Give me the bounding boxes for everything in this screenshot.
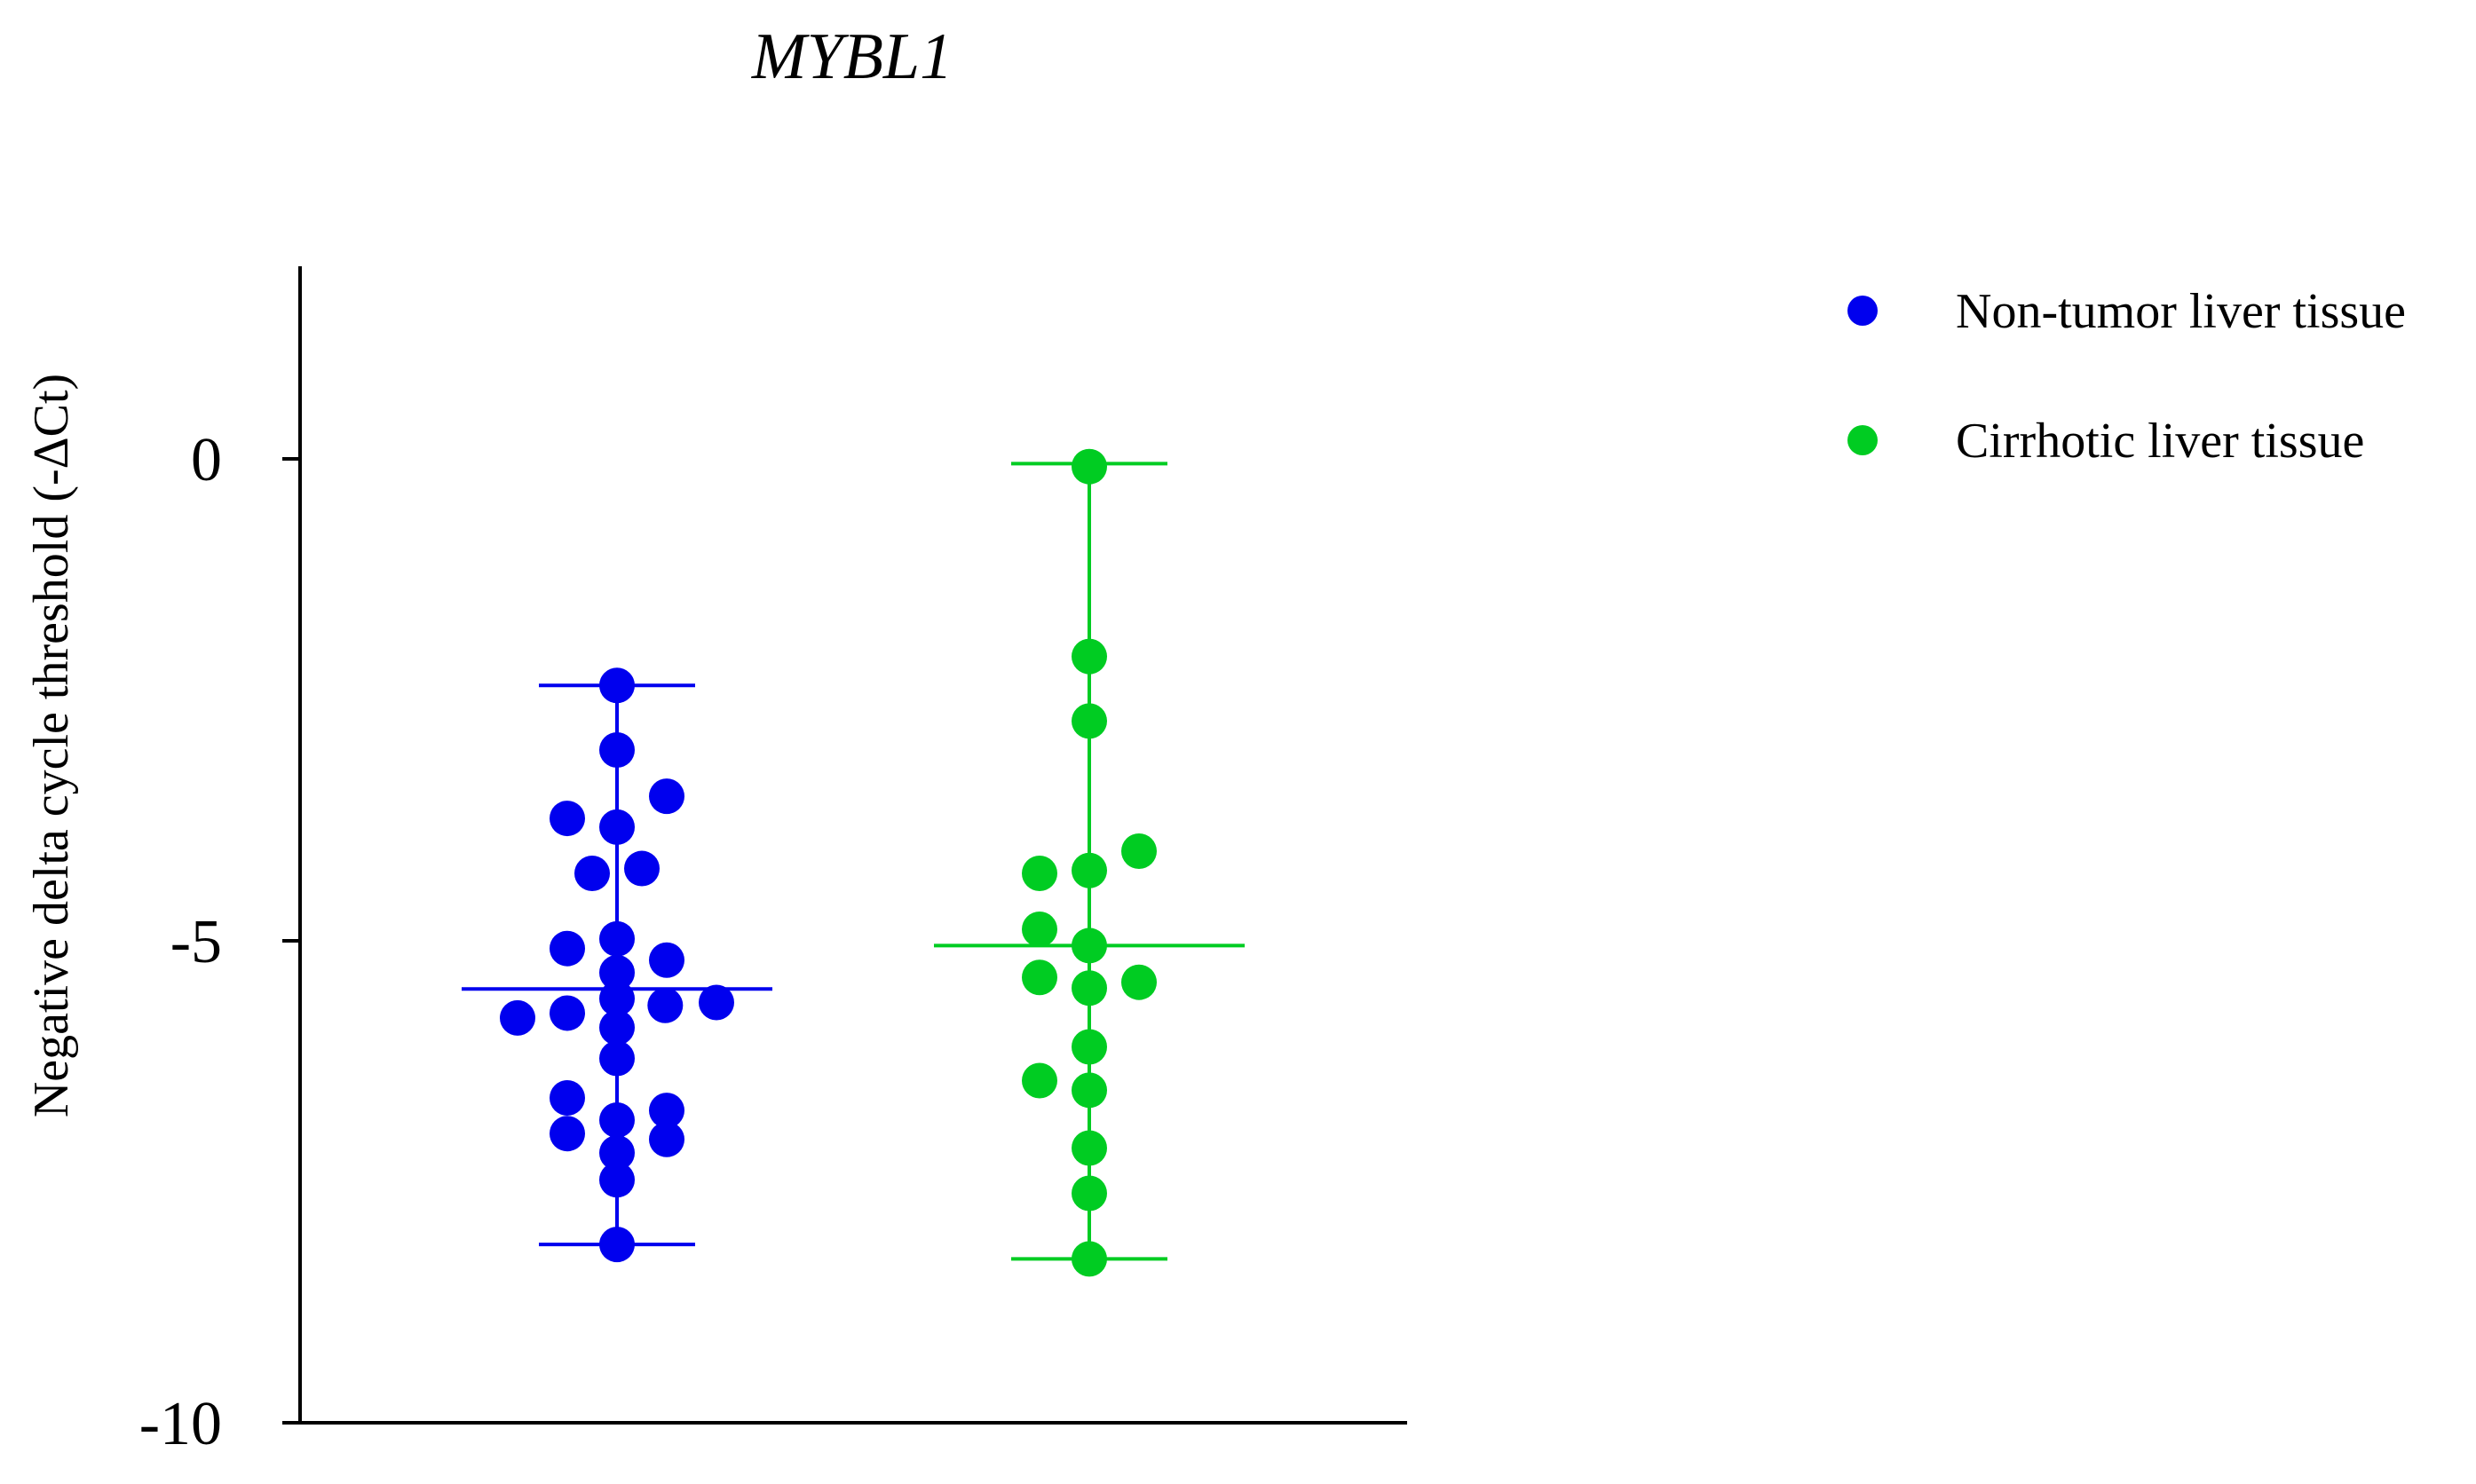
- data-point: [649, 1093, 684, 1129]
- data-point: [649, 1121, 684, 1157]
- data-point: [1072, 852, 1107, 888]
- y-tick-label: -5: [170, 908, 222, 976]
- data-point: [649, 778, 684, 815]
- data-point: [624, 850, 660, 887]
- data-point: [599, 1101, 635, 1138]
- data-point: [599, 731, 635, 768]
- data-point: [1121, 833, 1157, 870]
- data-point: [599, 1134, 635, 1171]
- y-axis-label: Negative delta cycle threshold (-ΔCt): [24, 374, 79, 1117]
- series-0: [462, 667, 772, 1263]
- data-point: [1072, 928, 1107, 964]
- data-point: [599, 1009, 635, 1046]
- legend: Non-tumor liver tissue Cirrhotic liver ti…: [1847, 284, 2406, 469]
- data-point: [1072, 1072, 1107, 1109]
- data-point: [550, 1116, 585, 1152]
- data-point: [1072, 1175, 1107, 1212]
- data-point: [1022, 1062, 1057, 1099]
- data-point: [1072, 448, 1107, 485]
- data-point: [647, 987, 684, 1023]
- data-point: [1072, 1241, 1107, 1277]
- legend-label: Non-tumor liver tissue: [1956, 284, 2406, 339]
- data-point: [550, 995, 585, 1031]
- data-point: [1072, 970, 1107, 1006]
- data-point: [1022, 911, 1057, 947]
- legend-marker: [1847, 296, 1878, 326]
- data-point: [550, 801, 585, 837]
- data-point: [1022, 855, 1057, 891]
- data-point: [599, 954, 635, 991]
- legend-label: Cirrhotic liver tissue: [1956, 414, 2364, 469]
- chart-title: MYBL1: [751, 20, 953, 93]
- data-point: [550, 1080, 585, 1117]
- data-point: [574, 855, 610, 891]
- data-point: [599, 920, 635, 957]
- data-point: [599, 1227, 635, 1263]
- data-point: [500, 999, 535, 1036]
- data-point: [599, 667, 635, 704]
- data-point: [699, 984, 734, 1021]
- data-point: [599, 1040, 635, 1077]
- data-point: [599, 809, 635, 845]
- series-1: [934, 448, 1245, 1277]
- y-ticks: 0 -5 -10: [139, 426, 300, 1458]
- data-point: [599, 981, 635, 1017]
- data-point: [1072, 638, 1107, 675]
- data-point: [1072, 1130, 1107, 1166]
- plot-area: [462, 448, 1245, 1277]
- data-point: [1022, 959, 1057, 996]
- y-tick-label: -10: [139, 1390, 222, 1458]
- data-point: [550, 930, 585, 967]
- data-point: [599, 1162, 635, 1198]
- data-point: [1121, 964, 1157, 1000]
- data-point: [649, 942, 684, 978]
- legend-marker: [1847, 425, 1878, 455]
- data-point: [1072, 1029, 1107, 1065]
- y-tick-label: 0: [191, 426, 222, 494]
- data-point: [1072, 703, 1107, 739]
